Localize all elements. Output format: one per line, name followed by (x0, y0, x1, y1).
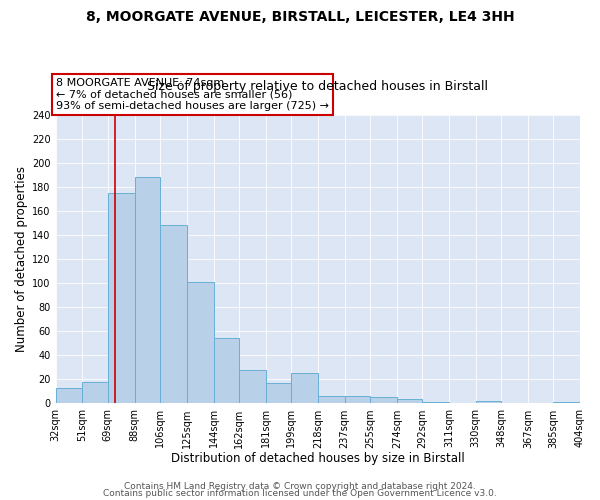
X-axis label: Distribution of detached houses by size in Birstall: Distribution of detached houses by size … (171, 452, 465, 465)
Y-axis label: Number of detached properties: Number of detached properties (15, 166, 28, 352)
Text: Contains public sector information licensed under the Open Government Licence v3: Contains public sector information licen… (103, 490, 497, 498)
Bar (82, 382, 108, 404)
Bar (370, 398, 397, 404)
Bar (56, 388, 82, 404)
Bar (239, 370, 266, 404)
Bar (160, 226, 187, 404)
Bar (291, 374, 318, 404)
Bar (553, 402, 580, 404)
Bar (214, 338, 239, 404)
Text: 8, MOORGATE AVENUE, BIRSTALL, LEICESTER, LE4 3HH: 8, MOORGATE AVENUE, BIRSTALL, LEICESTER,… (86, 10, 514, 24)
Bar (476, 401, 501, 404)
Bar (397, 398, 422, 404)
Text: Contains HM Land Registry data © Crown copyright and database right 2024.: Contains HM Land Registry data © Crown c… (124, 482, 476, 491)
Bar (108, 193, 134, 404)
Bar (266, 383, 291, 404)
Title: Size of property relative to detached houses in Birstall: Size of property relative to detached ho… (148, 80, 488, 92)
Text: 8 MOORGATE AVENUE: 74sqm
← 7% of detached houses are smaller (56)
93% of semi-de: 8 MOORGATE AVENUE: 74sqm ← 7% of detache… (56, 78, 329, 111)
Bar (318, 396, 344, 404)
Bar (344, 396, 370, 404)
Bar (187, 282, 214, 404)
Bar (134, 177, 160, 404)
Bar (422, 402, 449, 404)
